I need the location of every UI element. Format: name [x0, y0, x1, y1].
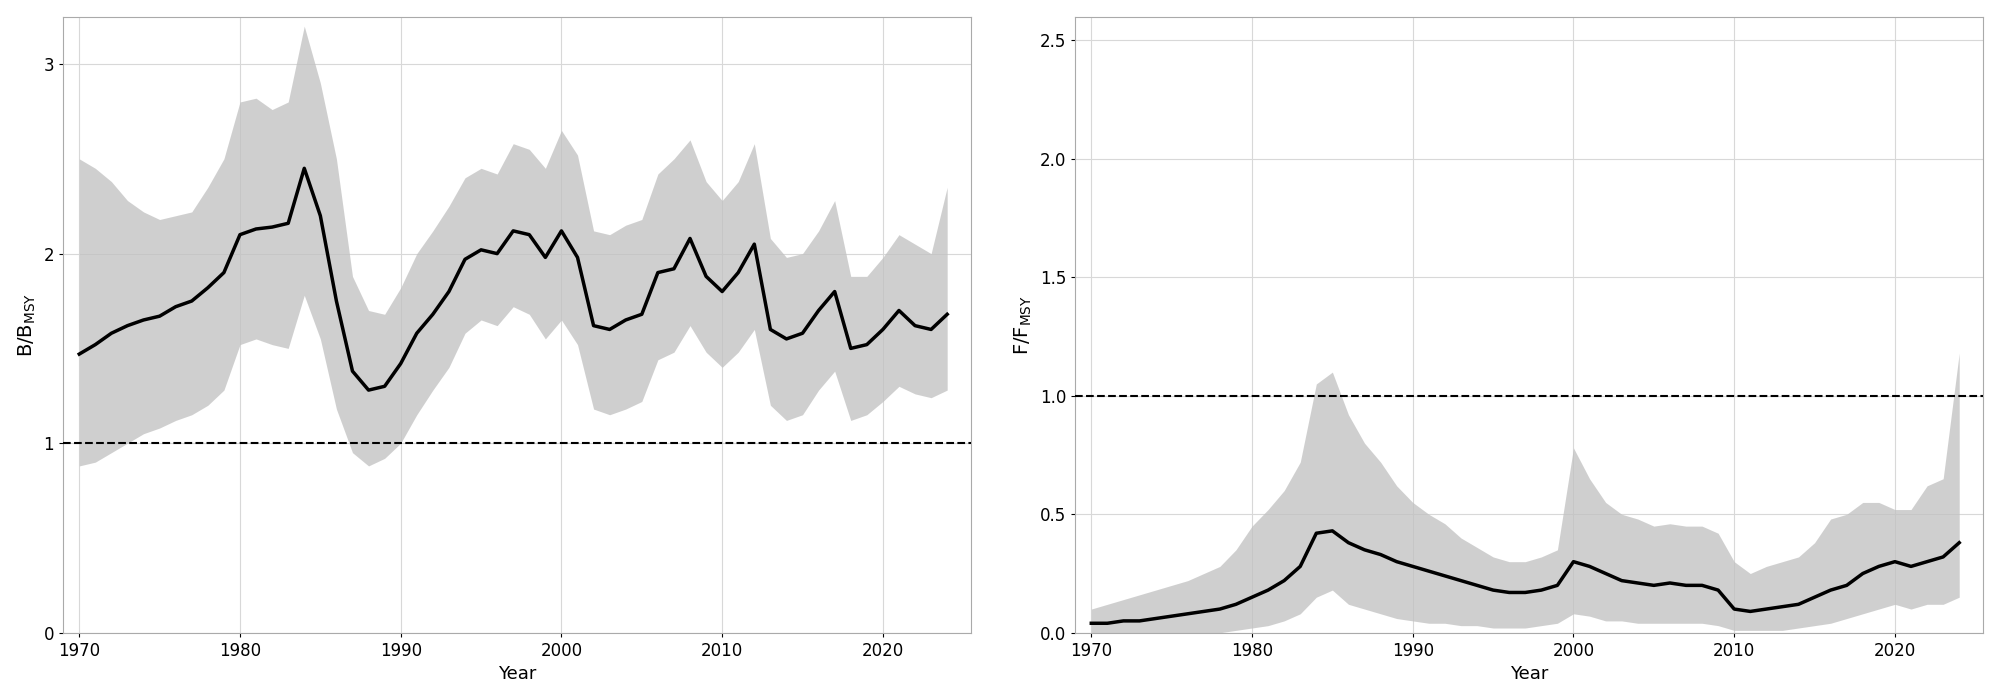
- X-axis label: Year: Year: [1510, 665, 1548, 683]
- Y-axis label: F/F$_{\mathsf{MSY}}$: F/F$_{\mathsf{MSY}}$: [1012, 295, 1034, 355]
- X-axis label: Year: Year: [498, 665, 536, 683]
- Y-axis label: B/B$_{\mathsf{MSY}}$: B/B$_{\mathsf{MSY}}$: [16, 293, 38, 357]
